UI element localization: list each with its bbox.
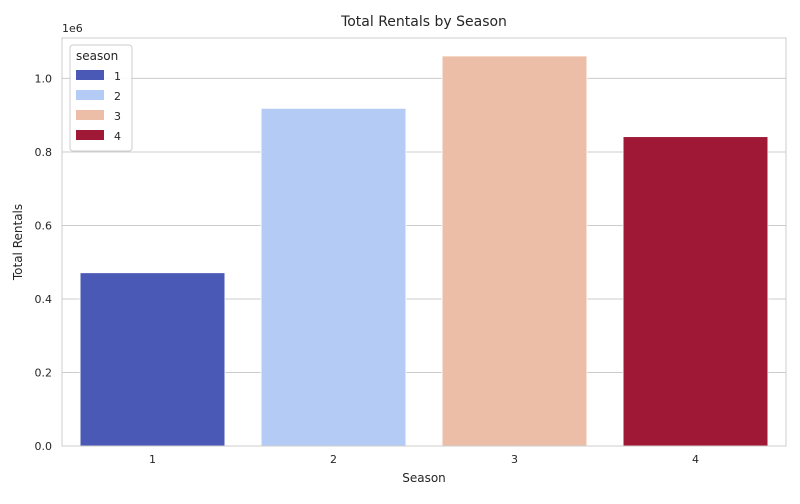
x-tick-label: 1	[149, 453, 156, 466]
legend-swatch-1	[76, 70, 104, 80]
plot-frame	[61, 37, 787, 447]
chart-title: Total Rentals by Season	[340, 14, 507, 30]
legend-label: 2	[114, 90, 121, 103]
x-tick-label: 4	[692, 453, 699, 466]
legend-title: season	[76, 49, 118, 63]
x-tick-label: 3	[511, 453, 518, 466]
x-tick-label: 2	[330, 453, 337, 466]
legend-swatch-3	[76, 110, 104, 120]
y-axis-label: Total Rentals	[11, 204, 25, 281]
y-tick-label: 0.0	[35, 440, 53, 453]
y-tick-label: 0.4	[35, 293, 53, 306]
bar-season-3	[441, 55, 588, 447]
bar-season-4	[622, 136, 769, 447]
legend-label: 3	[114, 110, 121, 123]
legend-label: 4	[114, 130, 121, 143]
legend-swatch-4	[76, 130, 104, 140]
y-tick-label: 0.8	[35, 146, 53, 159]
bar-layer	[79, 55, 769, 447]
bar-season-2	[260, 107, 407, 447]
tick-layer: 0.0 0.2 0.4 0.6 0.8 1.0 1 2 3 4	[35, 72, 700, 466]
legend-label: 1	[114, 70, 121, 83]
y-tick-label: 0.6	[35, 219, 53, 232]
y-tick-label: 1.0	[35, 72, 53, 85]
y-offset-label: 1e6	[62, 22, 83, 35]
y-tick-label: 0.2	[35, 366, 53, 379]
x-axis-label: Season	[402, 471, 446, 485]
legend-entries: 1 2 3 4	[76, 70, 121, 143]
bar-season-1	[79, 272, 226, 447]
legend: season 1 2 3 4	[69, 44, 133, 152]
legend-swatch-2	[76, 90, 104, 100]
